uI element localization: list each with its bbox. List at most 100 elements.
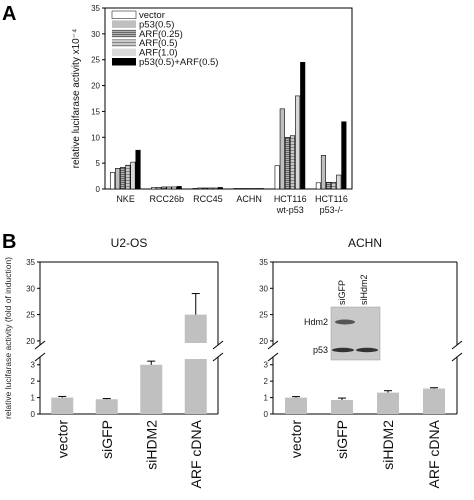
y-tick-label: 1 xyxy=(264,394,269,403)
group-label: RCC26b xyxy=(149,194,184,204)
y-tick-label: 2 xyxy=(264,377,269,386)
category-label: siHDM2 xyxy=(380,420,396,470)
panel-b-left-chart: U2-OS 0 1 2 3 20 25 30 35 relative lucifarase act… xyxy=(3,236,224,488)
y-tick-label: 20 xyxy=(259,337,268,346)
bar xyxy=(423,388,445,414)
legend-entry: ARF(1.0) xyxy=(139,48,178,59)
bar-ARF(0.25) xyxy=(243,188,249,190)
bar-ARF(0.25) xyxy=(202,187,208,190)
plot-frame xyxy=(104,7,353,190)
y-tick-label: 25 xyxy=(26,311,35,320)
bar xyxy=(95,399,118,414)
bar-p53(0.5)+ARF(0.5) xyxy=(135,149,141,190)
group-label: RCC45 xyxy=(193,194,223,204)
y-tick-label: 0 xyxy=(96,185,101,194)
y-tick-label: 15 xyxy=(91,107,100,116)
y-tick-label: 25 xyxy=(91,56,100,65)
y-tick-label: 2 xyxy=(31,377,36,386)
bar-ARF(1.0) xyxy=(253,188,259,190)
bar xyxy=(377,392,399,414)
y-tick-label: 0 xyxy=(264,410,269,419)
bar-upper xyxy=(184,314,207,343)
bar-vector xyxy=(151,187,157,190)
y-axis-title: relative lucifarase activity x10⁻⁴ xyxy=(71,29,82,169)
bar-p53(0.5)+ARF(0.5) xyxy=(217,187,223,190)
bar-ARF(0.5) xyxy=(125,164,131,190)
group-sublabel: p53-/- xyxy=(320,205,344,215)
category-label: vector xyxy=(288,420,304,458)
y-tick-label: 0 xyxy=(31,410,36,419)
bar-ARF(1.0) xyxy=(130,161,136,190)
y-tick-label: 30 xyxy=(91,30,100,39)
legend-swatch xyxy=(112,39,136,47)
y-tick-label: 30 xyxy=(26,284,35,293)
category-label: siGFP xyxy=(334,420,350,459)
bar-ARF(0.5) xyxy=(248,188,254,190)
group-label: HCT116 xyxy=(315,194,348,204)
break-mark xyxy=(267,352,279,362)
category-label: ARF cDNA xyxy=(188,419,204,488)
panel-a-chart: 0 5 10 15 20 25 30 35 relative lucifarase activi… xyxy=(71,4,353,215)
bar-vector xyxy=(192,188,198,190)
y-tick-label: 35 xyxy=(91,4,100,13)
panel-title: U2-OS xyxy=(111,236,148,250)
y-tick-label: 20 xyxy=(91,82,100,91)
legend-swatch xyxy=(111,10,137,19)
category-label: siGFP xyxy=(99,420,115,459)
y-tick-label: 5 xyxy=(96,159,101,168)
y-tick-label: 25 xyxy=(259,311,268,320)
panel-a-letter: A xyxy=(2,3,16,25)
bar-ARF(0.25) xyxy=(161,186,167,190)
bar-p53(0.5) xyxy=(156,187,162,190)
y-tick-label: 35 xyxy=(26,258,35,267)
y-tick-label: 20 xyxy=(26,337,35,346)
bar-vector xyxy=(233,188,239,190)
blot-band-hdm2 xyxy=(335,319,355,325)
y-tick-label: 10 xyxy=(91,133,100,142)
break-mark xyxy=(451,340,463,350)
bar-ARF(0.5) xyxy=(289,135,296,190)
break-mark xyxy=(34,340,46,350)
bar xyxy=(331,400,353,414)
inset-lane-label: siHdm2 xyxy=(359,274,369,305)
break-mark xyxy=(34,352,46,362)
category-label: ARF cDNA xyxy=(426,419,442,488)
bar xyxy=(140,364,163,414)
legend-swatch xyxy=(112,29,136,38)
bar-p53(0.5) xyxy=(115,168,121,190)
inset-row-label: Hdm2 xyxy=(304,317,328,327)
y-tick-label: 30 xyxy=(259,284,268,293)
bar-p53(0.5) xyxy=(320,155,327,190)
bar-ARF(0.25) xyxy=(120,166,126,190)
break-mark xyxy=(212,340,224,350)
bar xyxy=(51,397,74,414)
bar-p53(0.5) xyxy=(279,108,285,190)
legend-swatch xyxy=(112,48,136,57)
bar-ARF(0.25) xyxy=(326,181,332,190)
bar-ARF(1.0) xyxy=(295,95,301,190)
y-tick-label: 1 xyxy=(31,394,36,403)
break-mark xyxy=(451,352,463,362)
bar-ARF(0.5) xyxy=(166,186,172,190)
bar-ARF(1.0) xyxy=(171,186,177,190)
panel-b-right-chart: ACHN 0 1 2 3 20 25 30 35 vector siGFP siHDM2 ARF cDN… xyxy=(259,236,463,488)
bar-p53(0.5)+ARF(0.5) xyxy=(300,61,306,190)
bar-p53(0.5) xyxy=(197,187,203,190)
bar-ARF(0.25) xyxy=(284,136,290,190)
legend-entry: p53(0.5)+ARF(0.5) xyxy=(139,57,218,68)
blot-band-p53 xyxy=(332,347,354,353)
break-mark xyxy=(267,340,279,350)
bar-p53(0.5)+ARF(0.5) xyxy=(176,186,182,190)
bar-vector xyxy=(109,172,116,190)
group-label: ACHN xyxy=(236,194,262,204)
bar-vector xyxy=(315,182,321,190)
bar-ARF(1.0) xyxy=(336,174,342,190)
group-sublabel: wt-p53 xyxy=(276,205,304,215)
bar-ARF(0.5) xyxy=(207,187,213,190)
group-label: NKE xyxy=(116,194,135,204)
bar xyxy=(285,397,307,414)
y-tick-label: 35 xyxy=(259,258,268,267)
panel-b-letter: B xyxy=(2,231,16,253)
break-mark xyxy=(212,352,224,362)
